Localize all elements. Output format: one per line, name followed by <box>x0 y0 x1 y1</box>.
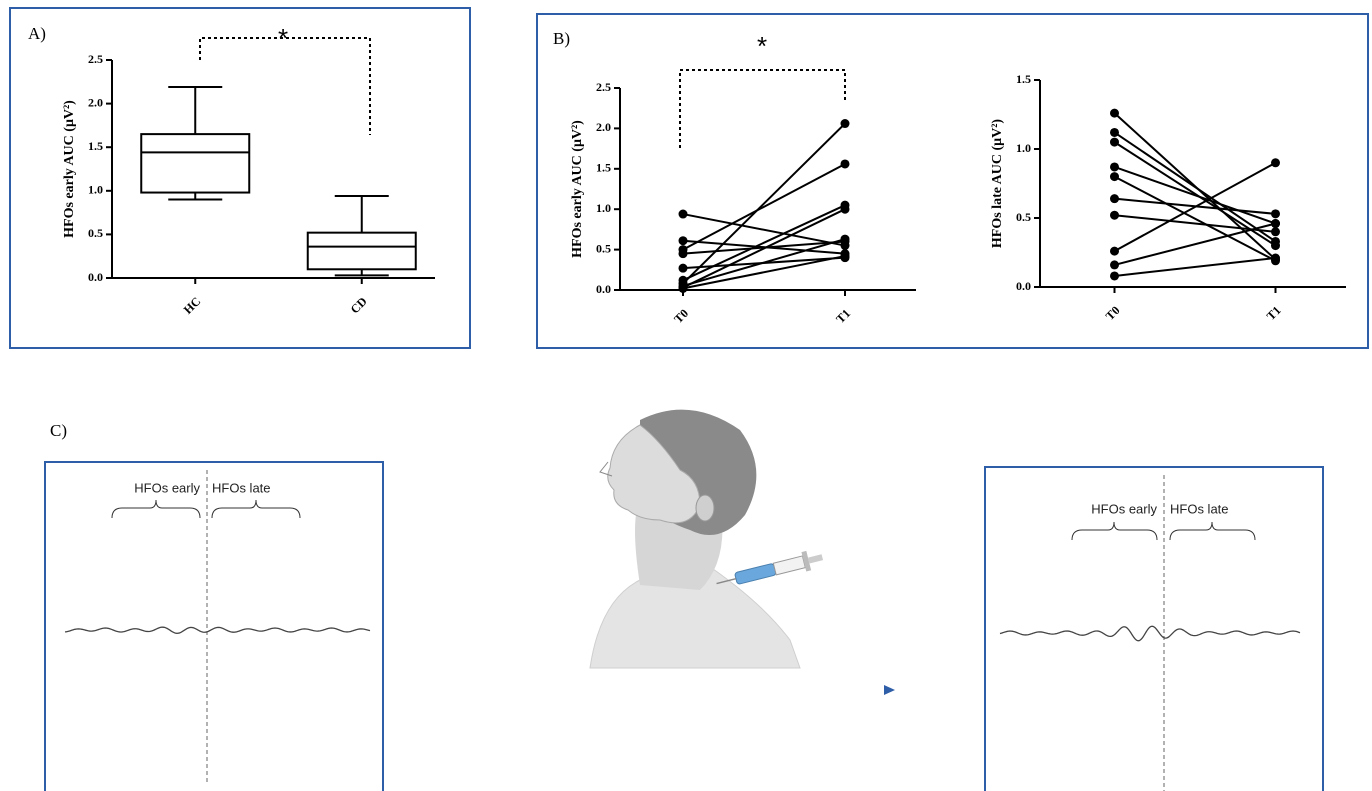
significance-star: * <box>757 31 767 61</box>
y-axis-label: HFOs early AUC (μV²) <box>62 100 77 238</box>
x-tick-label: T0 <box>671 306 691 326</box>
brace <box>112 500 200 518</box>
point <box>841 235 850 244</box>
significance-bracket <box>680 70 845 148</box>
point <box>1271 209 1280 218</box>
page: C) HFOs early HFOs late HFOs early HFOs … <box>0 0 1372 791</box>
point <box>679 210 688 219</box>
x-tick-label: HC <box>181 294 204 317</box>
brace <box>1072 522 1157 540</box>
point <box>841 159 850 168</box>
window-label: HFOs early <box>134 480 200 495</box>
point <box>1271 241 1280 250</box>
x-tick-label: T1 <box>833 306 853 326</box>
paired-line <box>683 214 845 246</box>
point <box>1271 158 1280 167</box>
y-axis-label: HFOs late AUC (μV²) <box>990 119 1005 249</box>
point <box>679 236 688 245</box>
window-label: HFOs late <box>1170 501 1229 516</box>
y-tick-label: 0.5 <box>596 241 611 255</box>
x-tick-label: T0 <box>1103 303 1123 323</box>
panel-label: B) <box>553 29 570 48</box>
point <box>679 264 688 273</box>
point <box>679 249 688 258</box>
point <box>1110 162 1119 171</box>
y-tick-label: 1.5 <box>88 139 103 153</box>
window-label: HFOs early <box>1091 501 1157 516</box>
y-tick-label: 0.0 <box>1016 279 1031 293</box>
y-tick-label: 2.0 <box>596 120 611 134</box>
y-tick-label: 1.0 <box>596 201 611 215</box>
waveform <box>1000 626 1300 641</box>
y-tick-label: 1.5 <box>1016 72 1031 86</box>
y-tick-label: 2.0 <box>88 95 103 109</box>
point <box>1110 172 1119 181</box>
panel-a-frame <box>10 8 470 348</box>
brace <box>212 500 300 518</box>
x-tick-label: CD <box>348 294 370 316</box>
y-tick-label: 0.5 <box>88 226 103 240</box>
illustration <box>590 410 825 668</box>
point <box>1110 194 1119 203</box>
brace <box>1170 522 1255 540</box>
paired-line <box>683 239 845 286</box>
point <box>1271 227 1280 236</box>
point <box>841 119 850 128</box>
point <box>841 252 850 261</box>
y-tick-label: 0.0 <box>88 270 103 284</box>
point <box>679 284 688 293</box>
point <box>1110 260 1119 269</box>
point <box>1110 109 1119 118</box>
point <box>1110 247 1119 256</box>
box <box>308 233 416 270</box>
point <box>1271 254 1280 263</box>
point <box>841 205 850 214</box>
point <box>1110 128 1119 137</box>
point <box>1271 219 1280 228</box>
paired-line <box>1115 132 1276 241</box>
significance-star: * <box>278 23 288 53</box>
window-label: HFOs late <box>212 480 271 495</box>
y-axis-label: HFOs early AUC (μV²) <box>570 120 585 258</box>
box <box>141 134 249 192</box>
y-tick-label: 0.0 <box>596 282 611 296</box>
paired-line <box>683 164 845 250</box>
point <box>1110 271 1119 280</box>
point <box>1110 138 1119 147</box>
y-tick-label: 1.0 <box>1016 141 1031 155</box>
y-tick-label: 2.5 <box>88 52 103 66</box>
figure: C) HFOs early HFOs late HFOs early HFOs … <box>0 0 1372 791</box>
x-tick-label: T1 <box>1264 303 1284 323</box>
panel-label: C) <box>50 421 67 440</box>
y-tick-label: 1.0 <box>88 183 103 197</box>
paired-line <box>1115 224 1276 265</box>
point <box>1110 211 1119 220</box>
y-tick-label: 1.5 <box>596 161 611 175</box>
panel-label: A) <box>28 24 46 43</box>
paired-line <box>1115 258 1276 276</box>
y-tick-label: 0.5 <box>1016 210 1031 224</box>
y-tick-label: 2.5 <box>596 80 611 94</box>
arrow-head <box>884 685 895 695</box>
paired-line <box>683 209 845 287</box>
waveform <box>65 627 370 633</box>
